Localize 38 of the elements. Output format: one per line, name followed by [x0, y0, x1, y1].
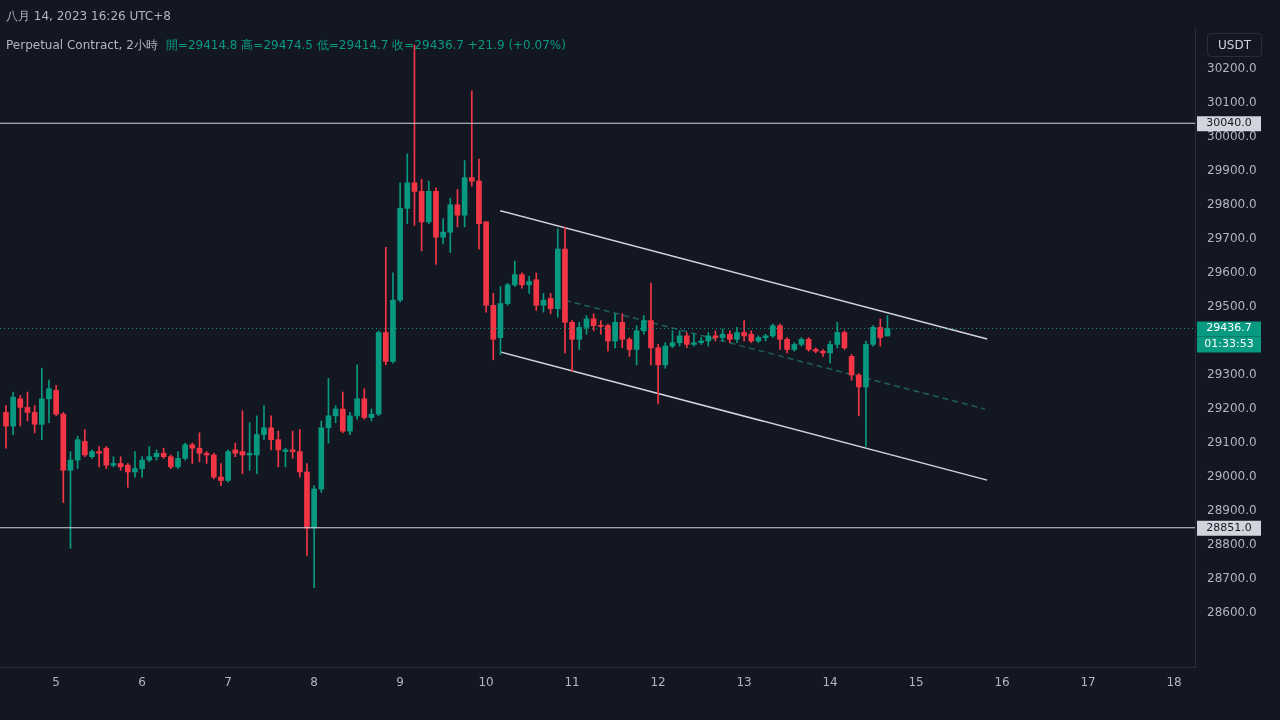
text: 開=29414.8 高=29474.5 低=29414.7 收=29436.7 +21.9 (+0.07%) [165, 38, 566, 52]
y-tick-label: 29600.0 [1207, 265, 1257, 280]
y-tick-label: 28900.0 [1207, 503, 1257, 518]
text: 01:33:53 [1204, 337, 1254, 351]
y-tick-label: 28700.0 [1207, 571, 1257, 586]
x-tick-label: 18 [1166, 674, 1182, 689]
x-tick-label: 8 [310, 674, 318, 689]
ref-line-label: 28851.0 [1206, 520, 1252, 534]
x-tick-label: 6 [138, 674, 146, 689]
x-tick-label: 14 [822, 674, 838, 689]
x-tick-label: 11 [564, 674, 580, 689]
ref-line-label: 29436.7 [1206, 321, 1252, 335]
ref-line-label: 30040.0 [1206, 116, 1252, 130]
y-tick-label: 29100.0 [1207, 435, 1257, 450]
y-tick-label: 29800.0 [1207, 197, 1257, 212]
y-tick-label: 30200.0 [1207, 60, 1257, 75]
y-tick-label: 29200.0 [1207, 401, 1257, 416]
y-tick-label: 29900.0 [1207, 163, 1257, 178]
y-tick-label: 29700.0 [1207, 231, 1257, 246]
y-tick-label: 29500.0 [1207, 299, 1257, 314]
y-tick-label: 29000.0 [1207, 469, 1257, 484]
x-tick-label: 16 [994, 674, 1010, 689]
y-tick-label: 28600.0 [1207, 605, 1257, 620]
y-tick-label: 29300.0 [1207, 367, 1257, 382]
x-tick-label: 9 [396, 674, 404, 689]
y-tick-label: 28800.0 [1207, 537, 1257, 552]
text: USDT [1207, 33, 1262, 57]
x-tick-label: 12 [650, 674, 666, 689]
x-tick-label: 7 [224, 674, 232, 689]
x-tick-label: 17 [1080, 674, 1096, 689]
y-tick-label: 30100.0 [1207, 94, 1257, 109]
x-tick-label: 10 [478, 674, 494, 689]
y-tick-label: 30000.0 [1207, 128, 1257, 143]
x-tick-label: 5 [52, 674, 60, 689]
x-tick-label: 15 [908, 674, 924, 689]
text: 八月 14, 2023 16:26 UTC+8 [6, 8, 171, 25]
text: Perpetual Contract, 2小時 [6, 38, 158, 52]
x-tick-label: 13 [736, 674, 752, 689]
